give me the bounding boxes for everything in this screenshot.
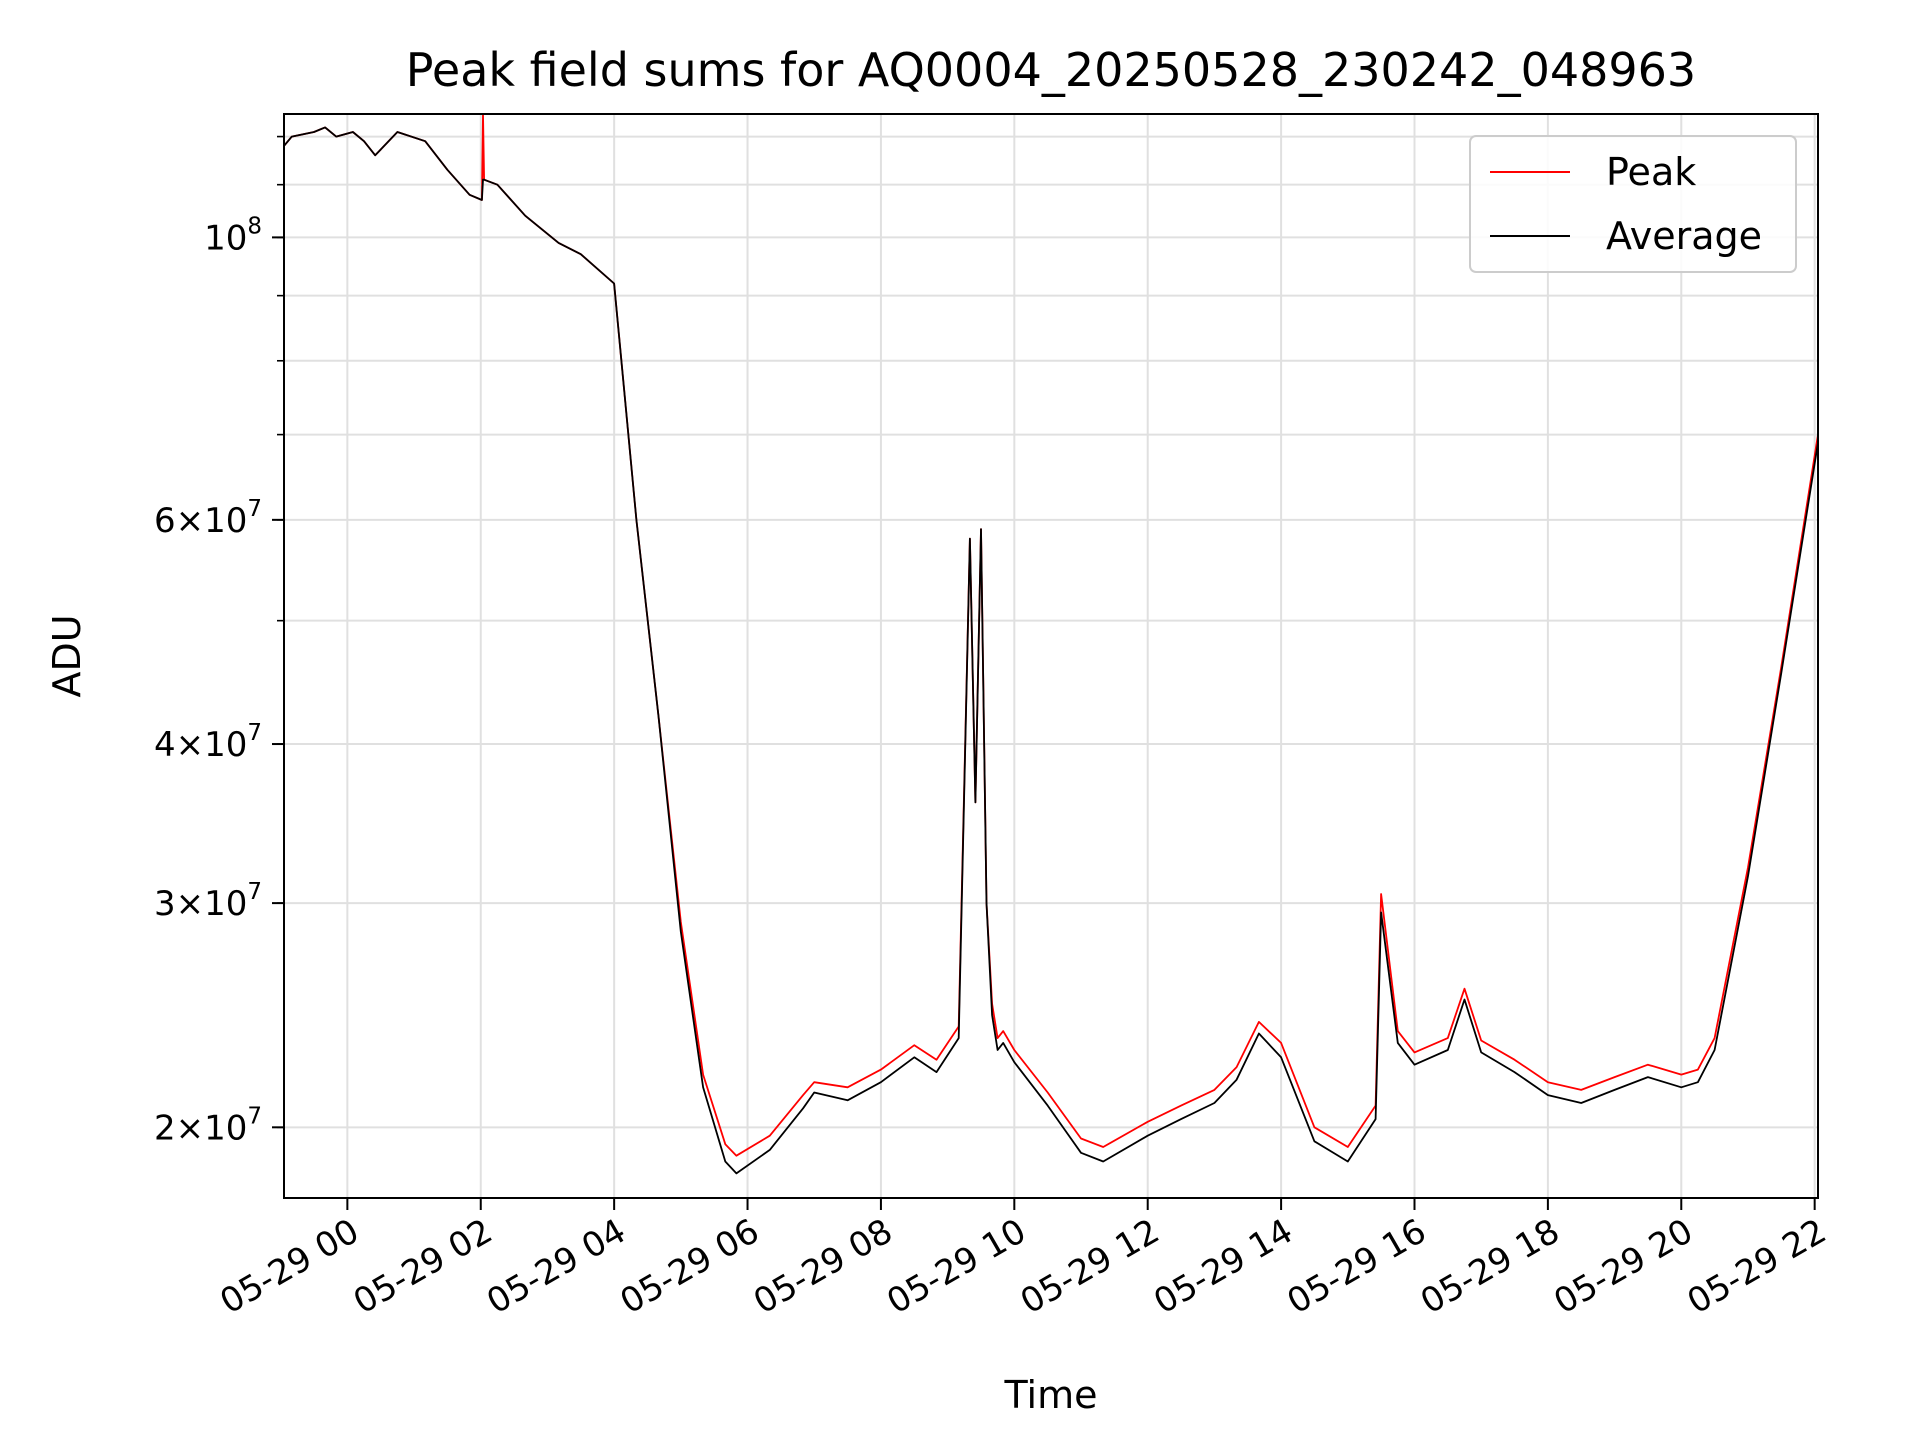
grid <box>284 114 1818 1198</box>
series-line-average <box>284 126 1818 1175</box>
y-tick-label: 4×107 <box>154 720 262 765</box>
y-tick-base: 10 <box>204 218 247 258</box>
y-axis-label: ADU <box>45 614 89 697</box>
legend: Peak Average <box>1469 135 1797 273</box>
y-tick-exponent: 8 <box>247 213 262 239</box>
y-tick-label: 6×107 <box>154 496 262 541</box>
y-tick-base: 3×10 <box>154 884 247 924</box>
legend-label: Average <box>1606 214 1762 258</box>
chart-title: Peak field sums for AQ0004_20250528_2302… <box>406 43 1696 97</box>
y-tick-exponent: 7 <box>247 879 262 905</box>
legend-box <box>1469 135 1797 273</box>
y-tick-label: 3×107 <box>154 879 262 924</box>
legend-label: Peak <box>1606 150 1696 194</box>
y-tick-exponent: 7 <box>247 496 262 522</box>
y-tick-base: 4×10 <box>154 725 247 765</box>
y-tick-label: 108 <box>204 213 262 258</box>
y-tick-base: 2×10 <box>154 1108 247 1148</box>
y-tick-base: 6×10 <box>154 501 247 541</box>
y-tick-exponent: 7 <box>247 1103 262 1129</box>
x-axis-label: Time <box>1004 1373 1098 1417</box>
plot-area <box>284 114 1818 1175</box>
y-tick-exponent: 7 <box>247 720 262 746</box>
axes-frame <box>283 113 1819 1199</box>
y-tick-label: 2×107 <box>154 1103 262 1148</box>
